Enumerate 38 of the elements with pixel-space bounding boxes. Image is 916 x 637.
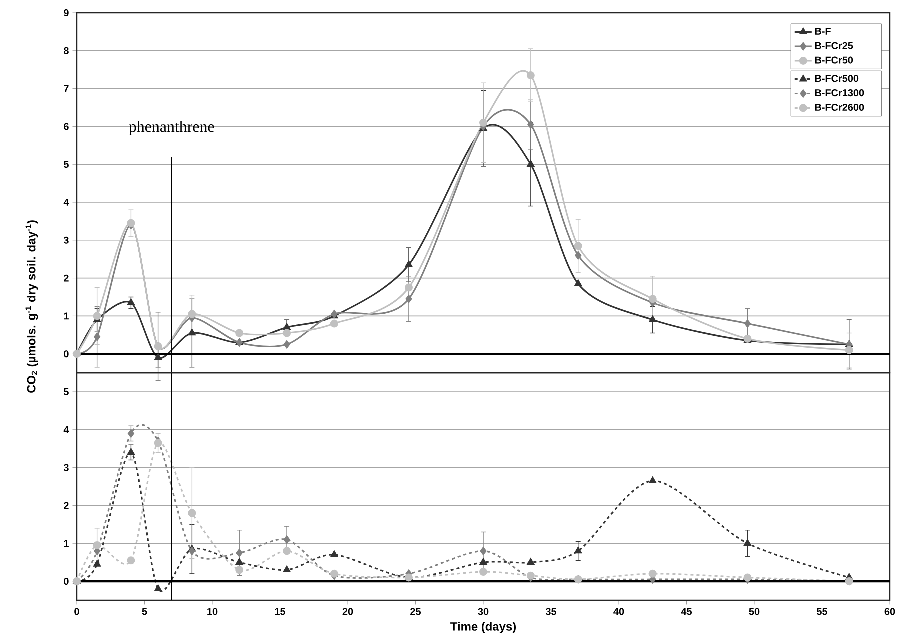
y-tick-label: 9 <box>64 9 69 17</box>
y-tick-label: 0 <box>64 350 69 358</box>
x-tick-label: 20 <box>342 608 354 616</box>
y-tick-label: 3 <box>64 236 69 244</box>
x-tick-label: 40 <box>614 608 624 616</box>
x-tick-label: 55 <box>817 608 828 616</box>
y-tick-label: 7 <box>64 85 69 92</box>
x-tick-label: 5 <box>142 608 148 616</box>
y-tick-label: 0 <box>64 578 69 586</box>
y-tick-label: 2 <box>64 274 69 282</box>
y-tick-label: 1 <box>64 312 69 320</box>
y-tick-label: 2 <box>64 502 69 510</box>
legend-label: B-FCr1300 <box>815 90 864 97</box>
x-tick-label: 45 <box>681 608 692 616</box>
y-tick-label: 4 <box>64 426 70 434</box>
x-axis-title: Time (days) <box>450 622 516 634</box>
legend-label: B-FCr25 <box>815 42 854 50</box>
x-tick-label: 60 <box>884 608 896 616</box>
x-tick-label: 50 <box>749 608 760 616</box>
x-tick-label: 10 <box>208 608 218 616</box>
y-tick-label: 4 <box>64 199 70 206</box>
y-tick-label: 5 <box>64 388 69 396</box>
ref-line-label: phenanthrene <box>129 120 214 136</box>
y-tick-label: 3 <box>64 464 69 472</box>
x-tick-label: 0 <box>74 608 80 616</box>
legend-label: B-FCr500 <box>815 75 859 82</box>
x-tick-label: 25 <box>410 608 422 616</box>
legend-label: B-F <box>815 28 831 35</box>
legend-label: B-FCr2600 <box>815 104 864 112</box>
y-tick-label: 8 <box>64 47 69 54</box>
y-tick-label: 1 <box>64 540 69 548</box>
x-tick-label: 35 <box>546 608 557 616</box>
y-tick-label: 5 <box>64 161 69 168</box>
x-tick-label: 15 <box>275 608 286 616</box>
y-tick-label: 6 <box>64 123 69 130</box>
y-axis-title: CO$_{2}$ (µmols. g$^{-1}$ dry soil. day$^{-1}$) <box>26 220 38 393</box>
legend-label: B-FCr50 <box>815 56 854 64</box>
x-tick-label: 30 <box>478 608 489 616</box>
